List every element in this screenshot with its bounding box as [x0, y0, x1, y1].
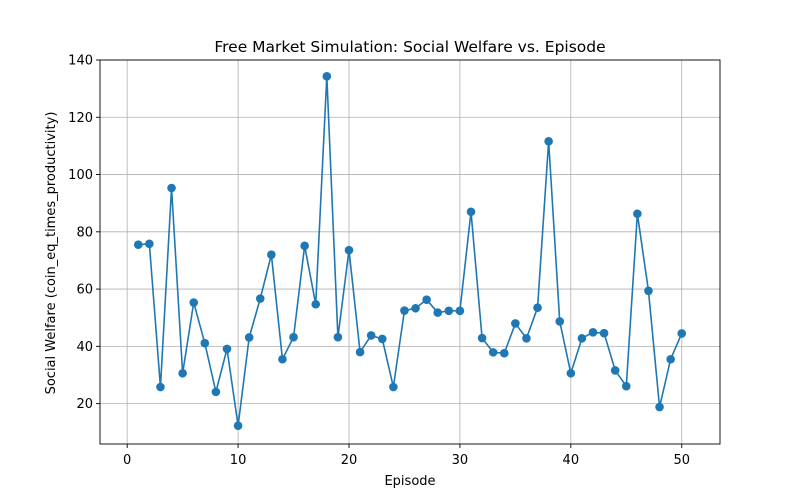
data-point	[300, 241, 309, 251]
x-tick-label: 20	[341, 453, 358, 468]
data-point	[677, 329, 687, 338]
data-point	[267, 250, 276, 260]
data-point	[355, 347, 365, 357]
data-point	[133, 240, 143, 249]
data-point	[555, 317, 565, 326]
y-tick-label: 100	[68, 168, 93, 183]
x-tick-label: 40	[563, 453, 580, 468]
y-tick-label: 40	[76, 340, 93, 355]
data-point	[477, 333, 487, 343]
data-point	[466, 207, 476, 217]
data-point	[278, 354, 287, 364]
data-point	[566, 368, 576, 378]
data-point	[522, 334, 531, 343]
data-point	[455, 306, 465, 316]
data-point	[499, 348, 509, 358]
data-point	[400, 306, 409, 315]
plot-frame	[99, 59, 721, 445]
data-point	[222, 344, 232, 354]
axis-ticks: 0 10 20 30 40 50 20 40 60 80 100 120 140	[68, 54, 690, 469]
y-tick-label: 80	[76, 225, 93, 240]
data-point	[610, 366, 620, 375]
data-point	[422, 295, 431, 304]
y-tick-label: 120	[68, 111, 93, 126]
series-social-welfare	[133, 72, 687, 430]
x-tick-label: 0	[123, 453, 131, 468]
data-point	[511, 319, 520, 328]
data-point	[333, 332, 343, 342]
data-point	[167, 183, 176, 193]
data-point	[233, 421, 243, 430]
data-point	[577, 334, 587, 343]
data-point	[666, 354, 675, 364]
data-point	[533, 303, 542, 312]
data-point	[244, 333, 254, 342]
data-point	[200, 338, 210, 348]
chart-title: Free Market Simulation: Social Welfare v…	[214, 38, 605, 56]
data-point	[444, 306, 454, 316]
data-point	[289, 332, 298, 342]
data-point	[344, 245, 354, 255]
data-point	[411, 303, 420, 313]
data-point	[389, 382, 398, 392]
data-point	[189, 298, 199, 307]
data-point	[588, 328, 598, 337]
data-point	[621, 381, 631, 391]
y-tick-label: 60	[76, 283, 93, 298]
data-point	[377, 334, 387, 344]
y-axis-label: Social Welfare (coin_eq_times_productivi…	[44, 112, 59, 395]
x-tick-label: 30	[452, 453, 469, 468]
data-point	[633, 209, 642, 219]
data-point	[655, 402, 664, 412]
data-point	[311, 299, 321, 309]
data-point	[433, 308, 443, 317]
y-tick-label: 20	[76, 397, 93, 412]
data-point	[599, 328, 609, 338]
data-point	[644, 286, 653, 296]
data-point	[488, 348, 498, 357]
data-point	[156, 382, 165, 392]
data-point	[211, 387, 221, 397]
data-point	[366, 331, 376, 340]
data-point	[322, 72, 332, 81]
data-point	[544, 137, 553, 146]
x-tick-label: 10	[230, 453, 247, 468]
series-line	[138, 75, 683, 427]
x-tick-label: 50	[673, 453, 690, 468]
x-axis-label: Episode	[384, 474, 435, 489]
data-point	[178, 368, 187, 378]
data-point	[145, 239, 154, 249]
data-point	[255, 294, 265, 303]
y-tick-label: 140	[68, 54, 93, 69]
